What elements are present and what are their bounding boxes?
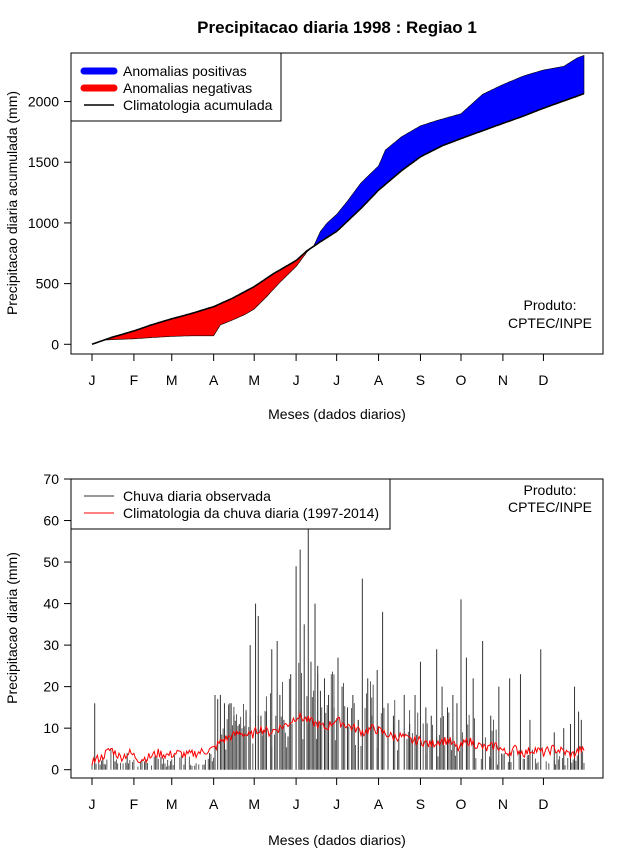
x-tick-label: J	[333, 372, 340, 388]
y-tick-label: 70	[43, 471, 59, 487]
y-tick-label: 60	[43, 513, 59, 529]
x-tick-label: A	[209, 796, 219, 812]
positive-anomaly-area	[310, 54, 585, 250]
x-tick-label: N	[498, 796, 508, 812]
observed-daily-bars	[91, 508, 585, 770]
credit-line2: CPTEC/INPE	[508, 315, 592, 331]
figure-title: Precipitacao diaria 1998 : Regiao 1	[197, 18, 477, 37]
x-axis-label: Meses (dados diarios)	[268, 832, 406, 848]
x-axis-label: Meses (dados diarios)	[268, 406, 406, 422]
legend-label-negative: Anomalias negativas	[123, 80, 252, 96]
legend-label-observed: Chuva diaria observada	[123, 488, 271, 504]
x-tick-label: F	[130, 372, 139, 388]
y-tick-label: 1500	[28, 154, 59, 170]
x-tick-label: O	[456, 372, 467, 388]
x-tick-label: A	[374, 372, 384, 388]
y-tick-label: 500	[36, 276, 60, 292]
x-tick-label: S	[416, 796, 425, 812]
x-tick-label: A	[209, 372, 219, 388]
x-tick-label: M	[166, 796, 178, 812]
x-tick-label: M	[248, 796, 260, 812]
credit-line1: Produto:	[524, 482, 577, 498]
y-tick-label: 50	[43, 554, 59, 570]
x-tick-label: M	[166, 372, 178, 388]
x-tick-label: D	[538, 372, 548, 388]
legend: Chuva diaria observada Climatologia da c…	[70, 478, 391, 530]
y-tick-label: 0	[51, 336, 59, 352]
credit-line1: Produto:	[524, 297, 577, 313]
legend-box	[70, 478, 391, 530]
y-axis: 0 10 20 30 40 50 60 70	[43, 471, 71, 778]
x-tick-label: S	[416, 372, 425, 388]
y-tick-label: 1000	[28, 215, 59, 231]
daily-precipitation-panel: 0 10 20 30 40 50 60 70 J F M A M J J A S O N D Meses (dado…	[4, 471, 604, 848]
y-tick-label: 30	[43, 637, 59, 653]
credit-line2: CPTEC/INPE	[508, 499, 592, 515]
x-tick-label: A	[374, 796, 384, 812]
climatology-accumulated-line	[91, 92, 585, 346]
x-tick-label: O	[456, 796, 467, 812]
legend-label-climatology: Climatologia acumulada	[123, 97, 273, 113]
y-tick-label: 0	[51, 762, 59, 778]
y-tick-label: 20	[43, 679, 59, 695]
legend-label-climatology: Climatologia da chuva diaria (1997-2014)	[123, 505, 379, 521]
x-tick-label: N	[498, 372, 508, 388]
y-tick-label: 2000	[28, 94, 59, 110]
y-tick-label: 10	[43, 720, 59, 736]
legend-label-positive: Anomalias positivas	[123, 63, 247, 79]
y-axis-label: Precipitacao diaria (mm)	[4, 552, 20, 704]
y-tick-label: 40	[43, 596, 59, 612]
x-tick-label: M	[248, 372, 260, 388]
x-tick-label: J	[293, 796, 300, 812]
x-tick-label: F	[130, 796, 139, 812]
x-tick-label: J	[293, 372, 300, 388]
x-tick-label: J	[89, 796, 96, 812]
negative-anomaly-area	[91, 247, 312, 345]
x-tick-label: J	[89, 372, 96, 388]
climatology-daily-line	[91, 712, 585, 766]
legend: Anomalias positivas Anomalias negativas …	[70, 52, 282, 122]
accumulated-precipitation-panel: 0 500 1000 1500 2000 J F M A M J J A S O N D Meses (dad…	[4, 52, 604, 422]
y-axis: 0 500 1000 1500 2000	[28, 94, 71, 352]
y-axis-label: Precipitacao diaria acumulada (mm)	[4, 91, 20, 315]
x-tick-label: J	[333, 796, 340, 812]
x-tick-label: D	[538, 796, 548, 812]
